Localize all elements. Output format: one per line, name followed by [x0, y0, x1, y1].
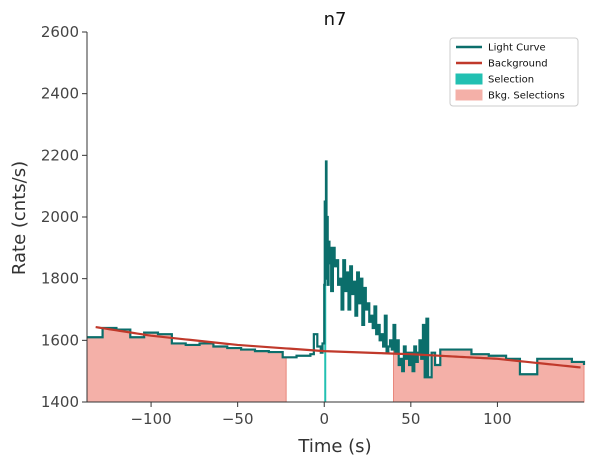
chart-title: n7 — [324, 9, 347, 30]
y-tick-label: 1800 — [41, 270, 79, 288]
y-tick-label: 1600 — [41, 331, 79, 349]
x-tick-label: −100 — [130, 410, 171, 428]
x-tick-label: 50 — [401, 410, 420, 428]
legend-box — [449, 37, 579, 107]
x-tick-label: 100 — [483, 410, 512, 428]
y-axis-label: Rate (cnts/s) — [9, 161, 30, 275]
x-tick-label: −50 — [222, 410, 254, 428]
x-axis-label: Time (s) — [297, 436, 371, 457]
y-tick-label: 2400 — [41, 85, 79, 103]
y-tick-label: 2600 — [41, 23, 79, 41]
legend: Light Curve Background Selection Bkg. Selec… — [449, 37, 579, 107]
plot-area — [86, 160, 586, 403]
legend-entry-label: Background — [488, 59, 548, 70]
legend-entry-label: Selection — [488, 75, 534, 86]
legend-entry-label: Light Curve — [488, 43, 546, 54]
legend-entry-label: Bkg. Selections — [488, 91, 565, 102]
legend-swatch-patch — [455, 89, 483, 101]
background-fit-line — [95, 325, 581, 369]
y-tick-label: 2000 — [41, 208, 79, 226]
x-tick-label: 0 — [319, 410, 329, 428]
light-curve-line — [87, 160, 586, 379]
axis-ticks: 1400 1600 1800 2000 2200 2400 2600 −100 −50 0 50 10… — [41, 23, 512, 428]
y-tick-label: 2200 — [41, 146, 79, 164]
y-tick-label: 1400 — [41, 393, 79, 411]
legend-swatch-patch — [455, 73, 483, 85]
